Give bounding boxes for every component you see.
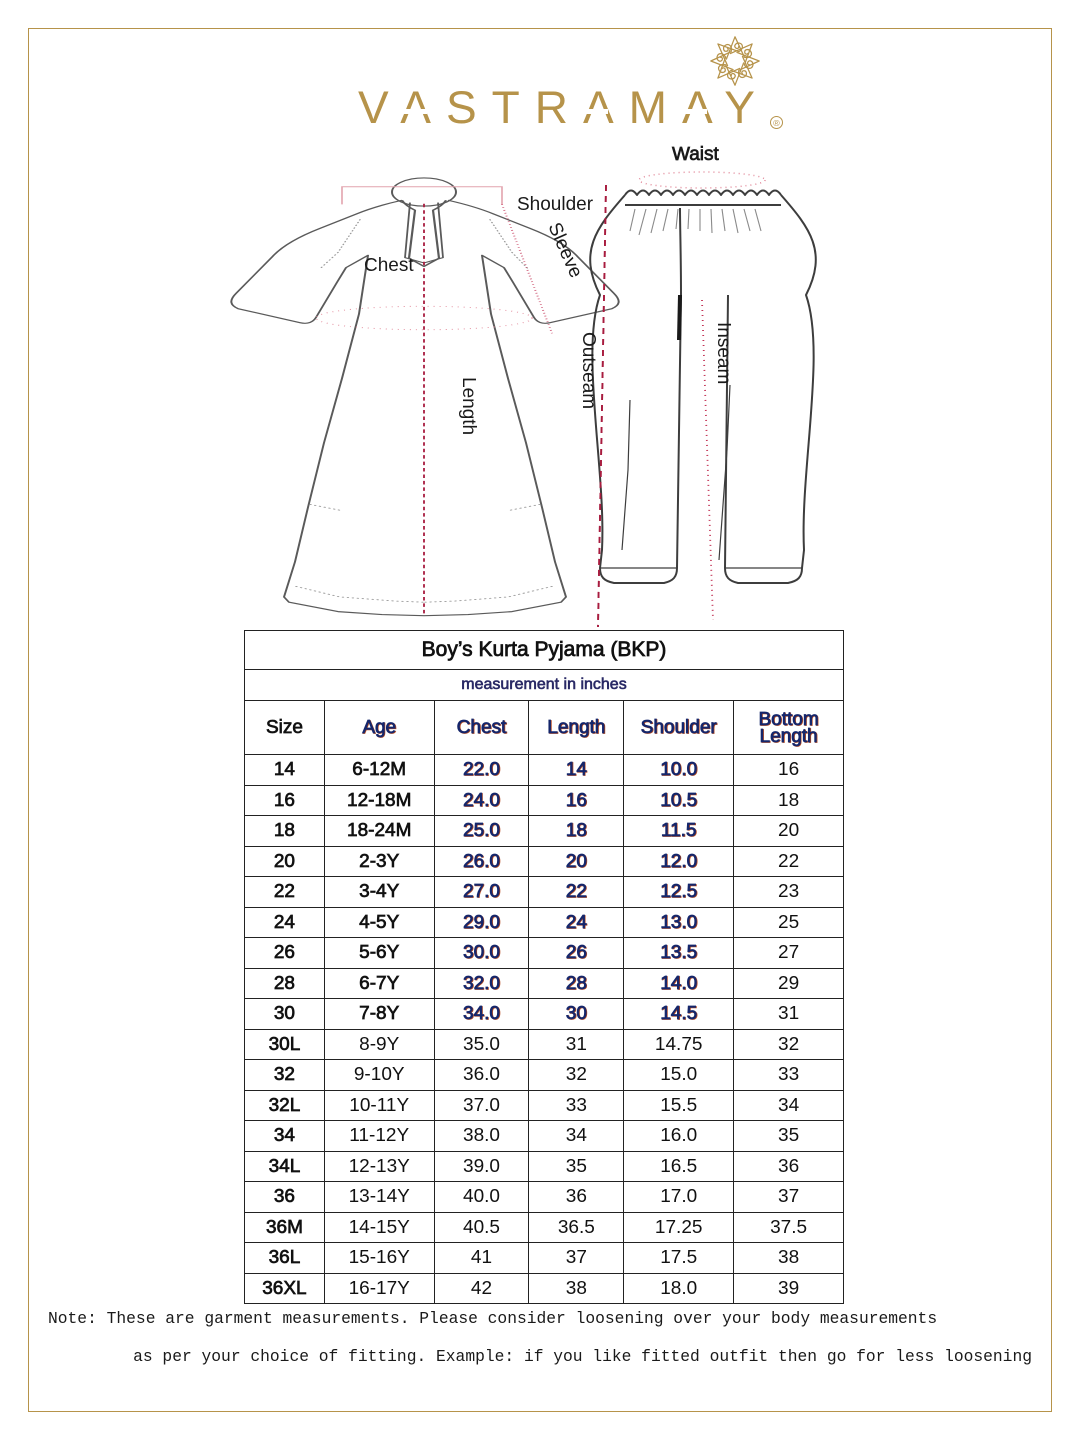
svg-text:Waist: Waist	[671, 144, 720, 165]
svg-text:Inseam: Inseam	[713, 322, 734, 384]
svg-text:Shoulder: Shoulder	[517, 194, 594, 215]
svg-text:Sleeve: Sleeve	[543, 219, 586, 281]
svg-text:Chest: Chest	[364, 255, 414, 276]
svg-text:Length: Length	[458, 377, 479, 435]
svg-text:Outseam: Outseam	[578, 332, 599, 409]
